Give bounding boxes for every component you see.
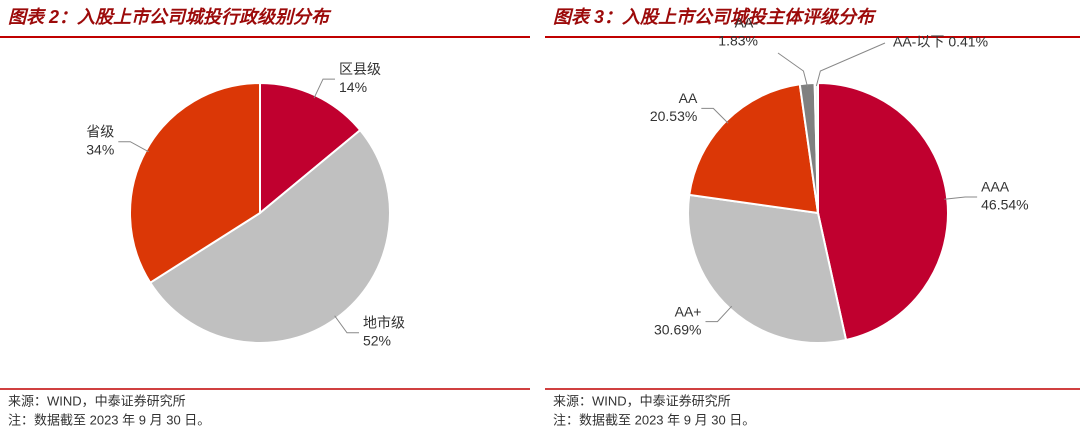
- leader-line: [944, 196, 978, 200]
- value-label: 30.69%: [654, 321, 701, 337]
- value-label: 46.54%: [981, 197, 1028, 213]
- value-label: 1.83%: [718, 33, 758, 49]
- value-label: 14%: [339, 79, 367, 95]
- leader-line: [815, 42, 886, 87]
- pie-slice: [688, 83, 820, 215]
- category-label: AA-以下: [893, 34, 944, 50]
- leader-line: [313, 78, 336, 99]
- category-label: AA: [679, 90, 698, 106]
- value-label: 0.41%: [948, 34, 988, 50]
- footnote: 注：数据截至 2023 年 9 月 30 日。: [8, 412, 210, 427]
- category-label: 区县级: [339, 61, 381, 77]
- leader-line: [118, 141, 149, 153]
- leader-line: [701, 107, 729, 124]
- leader-line: [777, 52, 808, 87]
- value-label: 52%: [363, 332, 391, 348]
- category-label: AAA: [981, 179, 1010, 195]
- chart-title: 图表 3：入股上市公司城投主体评级分布: [553, 7, 877, 27]
- category-label: AA+: [675, 303, 702, 319]
- pie-slice: [813, 81, 819, 214]
- footnote: 注：数据截至 2023 年 9 月 30 日。: [553, 412, 755, 427]
- category-label: 地市级: [363, 314, 405, 330]
- chart-title: 图表 2：入股上市公司城投行政级别分布: [8, 7, 332, 27]
- value-label: 20.53%: [650, 108, 697, 124]
- source-note: 来源：WIND，中泰证券研究所: [8, 393, 186, 408]
- category-label: AA-: [735, 15, 759, 31]
- category-label: 省级: [86, 123, 114, 139]
- source-note: 来源：WIND，中泰证券研究所: [553, 393, 731, 408]
- value-label: 34%: [86, 141, 114, 157]
- leader-line: [705, 305, 733, 323]
- leader-line: [334, 315, 359, 334]
